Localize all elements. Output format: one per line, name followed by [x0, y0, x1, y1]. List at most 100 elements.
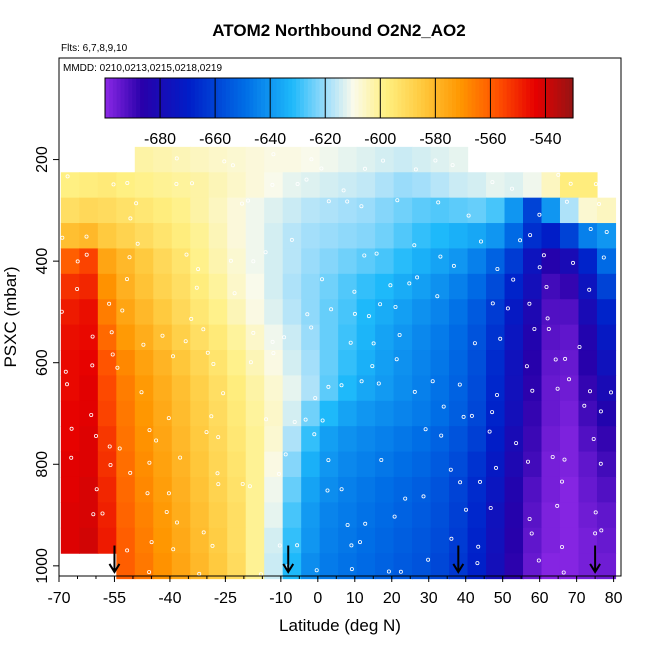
heatmap-cell: [116, 426, 136, 453]
heatmap-cell: [559, 324, 580, 351]
flight-arrow-head: [108, 563, 121, 574]
observation-point: [89, 412, 94, 417]
observation-point: [232, 291, 237, 296]
heatmap-cell: [319, 248, 339, 275]
x-tick-label: -55: [103, 590, 126, 607]
heatmap-cell: [523, 375, 543, 402]
heatmap-cell: [79, 324, 99, 351]
heatmap-cell: [338, 527, 358, 554]
observation-point: [546, 326, 551, 331]
observation-point: [359, 204, 364, 209]
heatmap-cell: [356, 146, 376, 173]
heatmap-cell: [116, 350, 136, 376]
heatmap-cell: [227, 451, 247, 478]
heatmap-cell: [596, 248, 617, 275]
colorbar-swatch: [537, 78, 543, 118]
heatmap-cell: [523, 527, 543, 554]
heatmap-cell: [578, 172, 598, 199]
colorbar-swatch: [210, 78, 215, 118]
colorbar-swatch: [518, 78, 523, 118]
observation-point: [555, 503, 560, 508]
heatmap-cell: [319, 273, 339, 300]
heatmap-cell: [245, 172, 265, 199]
observation-point: [211, 361, 216, 366]
heatmap-cell: [523, 299, 543, 326]
heatmap-cell: [208, 426, 228, 453]
observation-point: [394, 357, 399, 362]
heatmap-cell: [319, 553, 339, 580]
observation-point: [598, 409, 603, 414]
colorbar-swatch: [179, 78, 184, 118]
colorbar-swatch: [136, 78, 141, 118]
heatmap-cell: [208, 146, 228, 173]
heatmap-cell: [208, 400, 228, 427]
observation-point: [511, 277, 516, 282]
heatmap-cell: [486, 527, 506, 554]
observation-point: [329, 307, 334, 312]
heatmap-cell: [393, 273, 413, 300]
heatmap-cell: [227, 172, 247, 199]
heatmap-cell: [153, 350, 173, 376]
observation-point: [362, 166, 367, 171]
observation-point: [349, 543, 354, 548]
heatmap-cell: [412, 476, 432, 503]
heatmap-cell: [486, 451, 506, 478]
heatmap-cell: [541, 553, 561, 580]
observation-point: [84, 252, 89, 257]
observation-point: [352, 289, 357, 294]
heatmap-cell: [578, 553, 598, 580]
heatmap-cell: [523, 426, 543, 453]
heatmap-cell: [282, 400, 302, 427]
colorbar-swatch: [541, 78, 547, 118]
heatmap-cell: [301, 527, 321, 554]
observation-point: [216, 435, 221, 440]
observation-point: [530, 388, 535, 393]
heatmap-cell: [449, 451, 469, 478]
heatmap-cell: [301, 146, 321, 173]
colorbar-swatch: [483, 78, 488, 118]
heatmap-cell: [60, 476, 80, 503]
heatmap-cell: [467, 451, 487, 478]
heatmap-cell: [559, 553, 580, 580]
colorbar-swatch: [225, 78, 231, 118]
heatmap-cell: [171, 324, 191, 351]
colorbar-swatch: [498, 78, 504, 118]
observation-point: [319, 277, 324, 282]
y-tick-label: 1000: [34, 548, 51, 584]
heatmap-cell: [208, 502, 228, 529]
observation-point: [312, 432, 317, 437]
heatmap-cell: [134, 400, 154, 427]
observation-point: [240, 481, 245, 486]
x-tick-label: 60: [531, 590, 549, 607]
observation-point: [466, 213, 471, 218]
heatmap-cell: [412, 553, 432, 580]
observation-point: [564, 199, 569, 204]
colorbar-swatch: [545, 78, 551, 118]
heatmap-cell: [523, 273, 543, 300]
heatmap-cell: [375, 299, 395, 326]
heatmap-cell: [171, 299, 191, 326]
observation-point: [264, 417, 269, 422]
heatmap-cell: [245, 223, 265, 250]
heatmap-cell: [171, 146, 191, 173]
heatmap-cell: [134, 451, 154, 478]
y-tick-label: 600: [34, 349, 51, 376]
observation-point: [352, 311, 357, 316]
colorbar-swatch: [389, 78, 395, 118]
heatmap-cell: [356, 248, 376, 275]
observation-point: [111, 182, 116, 187]
colorbar-swatch: [569, 78, 574, 118]
colorbar-swatch: [190, 78, 196, 118]
observation-point: [537, 212, 542, 217]
heatmap-cell: [153, 273, 173, 300]
heatmap-cell: [319, 426, 339, 453]
observation-point: [201, 327, 206, 332]
observation-point: [147, 570, 152, 575]
colorbar-swatch: [475, 78, 480, 118]
heatmap-cell: [171, 553, 191, 580]
heatmap-cell: [60, 248, 80, 275]
observation-point: [397, 332, 402, 337]
colorbar-swatch: [335, 78, 340, 118]
heatmap-cell: [153, 502, 173, 529]
colorbar-swatch: [194, 78, 200, 118]
